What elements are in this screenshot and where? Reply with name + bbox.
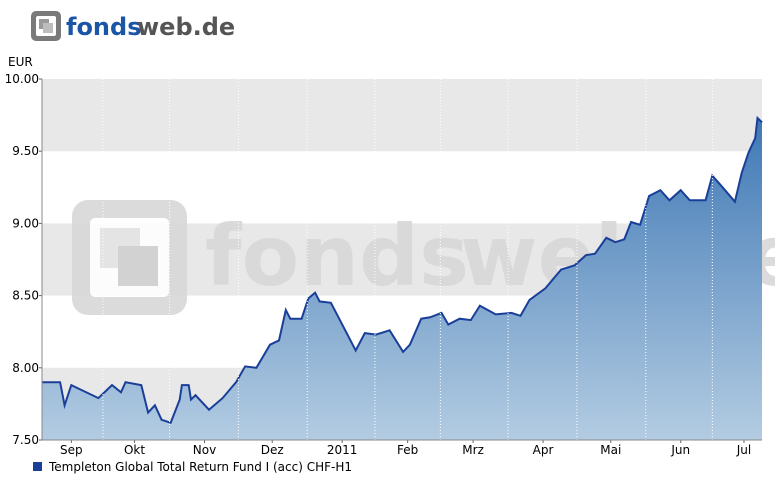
x-tick-label: Feb bbox=[397, 443, 418, 457]
y-tick-label: 8.50 bbox=[12, 289, 39, 303]
x-tick-label: Mai bbox=[600, 443, 621, 457]
x-tick-label: Jul bbox=[736, 443, 751, 457]
x-tick-label: Dez bbox=[261, 443, 284, 457]
area bbox=[42, 118, 762, 440]
line bbox=[42, 115, 763, 424]
watermark-text: fonds bbox=[205, 207, 469, 305]
x-tick-label: Nov bbox=[193, 443, 216, 457]
x-tick-label: Mrz bbox=[462, 443, 484, 457]
logo-text: fonds bbox=[66, 13, 141, 41]
y-axis-label: EUR bbox=[8, 55, 33, 69]
legend-label: Templeton Global Total Return Fund I (ac… bbox=[48, 460, 352, 474]
x-tick-label: 2011 bbox=[327, 443, 358, 457]
legend-swatch bbox=[33, 462, 42, 471]
x-tick-label: Jun bbox=[670, 443, 690, 457]
y-tick-label: 9.00 bbox=[12, 216, 39, 230]
x-tick-label: Apr bbox=[533, 443, 554, 457]
plot-area: fondsweb.de7.508.008.509.009.5010.00EURT… bbox=[5, 55, 775, 474]
x-tick-label: Okt bbox=[124, 443, 145, 457]
y-tick-label: 8.00 bbox=[12, 361, 39, 375]
grid-band bbox=[42, 79, 762, 152]
logo: fonds web.de bbox=[31, 11, 235, 41]
y-tick-label: 10.00 bbox=[5, 72, 39, 86]
y-tick-label: 9.50 bbox=[12, 144, 39, 158]
watermark-icon bbox=[118, 246, 158, 286]
x-tick-label: Sep bbox=[60, 443, 83, 457]
logo-text: web.de bbox=[137, 13, 235, 41]
y-tick-label: 7.50 bbox=[12, 433, 39, 447]
